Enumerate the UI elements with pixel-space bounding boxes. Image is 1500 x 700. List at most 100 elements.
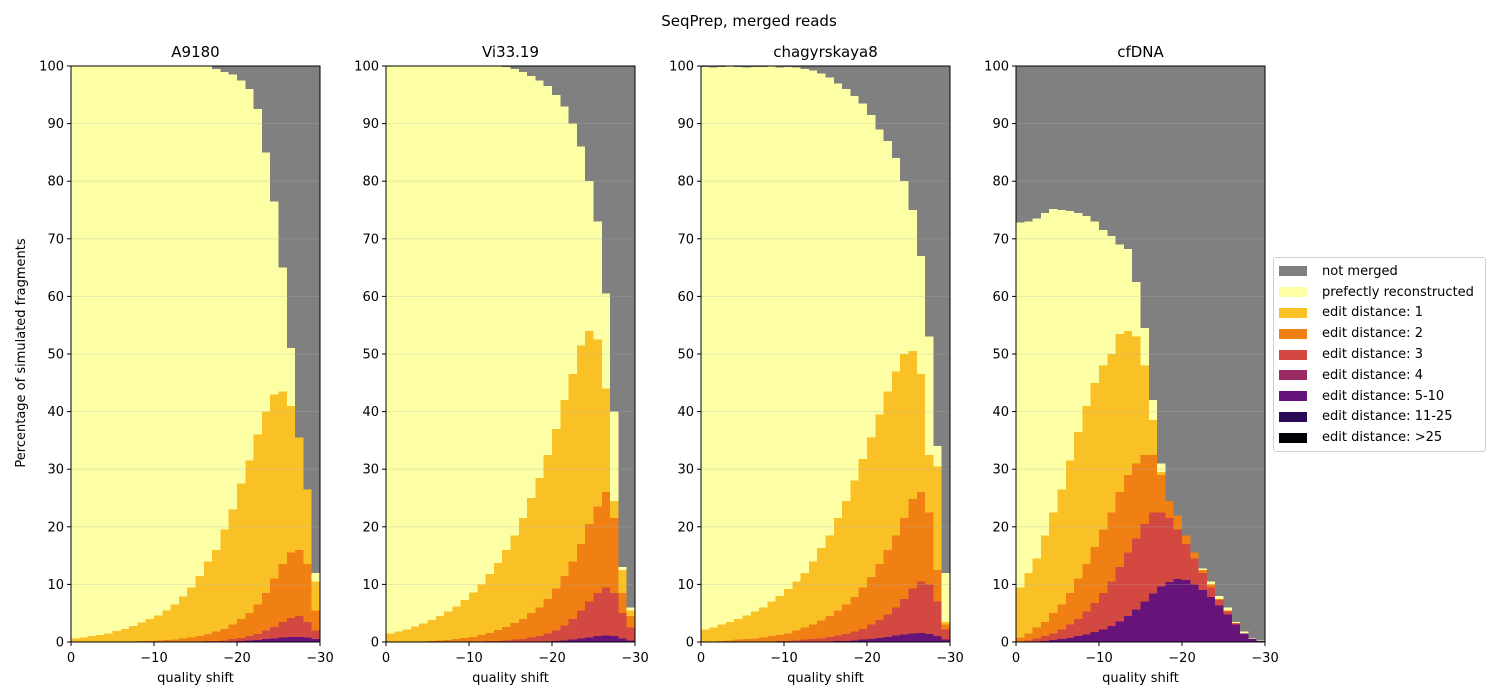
bar-ed1	[1049, 512, 1058, 642]
bar-ed1	[120, 628, 130, 642]
y-tick-label: 70	[362, 232, 379, 247]
x-tick-label: −10	[140, 651, 167, 666]
bar-ed1	[875, 414, 884, 642]
bar-ed5-10	[842, 640, 851, 642]
bar-ed5-10	[1240, 633, 1249, 642]
bar-ed2	[875, 564, 884, 642]
bar-perfect	[137, 66, 146, 642]
bar-ed2	[825, 616, 834, 642]
bar-ed3	[535, 636, 544, 642]
bar-ed5-10	[1248, 639, 1257, 642]
bar-ed1	[883, 391, 892, 642]
bar-ed3	[303, 621, 312, 642]
bar-ed2	[154, 640, 163, 642]
bar-ed2	[1107, 512, 1116, 642]
bar-ed1	[502, 549, 511, 642]
bar-ed2	[444, 639, 453, 642]
bar-ed3	[1057, 629, 1066, 642]
bar-perfect	[510, 68, 519, 642]
legend-item-edit-distance-1: edit distance: 1	[1274, 303, 1485, 324]
bar-ed2	[278, 564, 287, 642]
bar-ed1	[112, 631, 121, 642]
bar-ed5-10	[1157, 586, 1166, 642]
x-tick-label: −20	[538, 651, 565, 666]
y-tick-label: 10	[362, 578, 379, 593]
bar-ed5-10	[311, 639, 320, 642]
bar-ed3	[833, 635, 843, 642]
bar-ed3	[784, 640, 793, 642]
y-tick-label: 20	[47, 520, 64, 535]
bar-perfect	[212, 68, 221, 642]
bar-ed5-10	[593, 636, 602, 642]
legend-item-edit-distance-2: edit distance: 2	[1274, 323, 1485, 344]
x-tick-label: 0	[382, 651, 390, 666]
bar-ed2	[1090, 546, 1099, 642]
legend-label: edit distance: 2	[1322, 326, 1423, 342]
bar-ed1	[867, 437, 876, 642]
bar-ed2	[1074, 578, 1083, 642]
bar-ed1	[535, 477, 544, 642]
bar-ed1	[1099, 365, 1108, 642]
bar-ed3	[925, 584, 934, 642]
bar-ed1	[850, 480, 859, 642]
bar-ed5-10	[941, 639, 950, 642]
bar-ed2	[775, 635, 784, 642]
y-tick-label: 50	[992, 348, 1009, 363]
bar-perfect	[1016, 222, 1025, 642]
bar-perfect	[833, 83, 843, 642]
y-tick-label: 0	[371, 636, 379, 651]
bar-ed3	[518, 638, 528, 642]
bar-ed3	[908, 588, 917, 642]
bar-ed3	[527, 637, 536, 642]
y-tick-label: 50	[47, 348, 64, 363]
x-axis-label: quality shift	[472, 671, 549, 686]
bar-ed5-10	[891, 635, 901, 642]
bar-ed5-10	[303, 637, 312, 642]
bar-ed2	[842, 604, 851, 642]
bar-ed1	[469, 592, 478, 642]
bar-ed2	[527, 613, 536, 642]
bar-ed1	[410, 626, 420, 642]
legend-swatch	[1279, 287, 1307, 298]
legend-label: edit distance: 1	[1322, 305, 1423, 321]
bar-ed3	[1123, 552, 1133, 642]
bar-ed3	[1148, 512, 1158, 642]
bar-ed2	[427, 640, 436, 642]
bar-ed3	[626, 627, 635, 642]
bar-ed5-10	[1049, 639, 1058, 642]
bar-ed2	[585, 523, 594, 642]
bar-ed1	[527, 498, 536, 642]
bar-ed1	[900, 354, 909, 642]
bar-ed3	[1024, 640, 1033, 642]
bar-ed1	[419, 623, 428, 642]
bar-ed5-10	[1057, 639, 1066, 642]
bar-ed2	[800, 627, 809, 642]
bar-ed2	[1082, 564, 1091, 642]
bar-ed3	[1090, 602, 1099, 642]
y-tick-label: 100	[39, 60, 64, 75]
bar-ed1	[560, 400, 569, 642]
bar-ed2	[552, 588, 561, 642]
bar-ed2	[187, 637, 196, 642]
bar-perfect	[543, 86, 552, 642]
bar-ed1	[253, 434, 262, 642]
bar-ed1	[759, 607, 768, 642]
bar-ed5-10	[576, 638, 586, 642]
bar-perfect	[394, 66, 403, 642]
bar-ed1	[444, 611, 453, 642]
y-tick-label: 100	[984, 60, 1009, 75]
bar-ed2	[245, 613, 254, 642]
bar-ed1	[1040, 535, 1050, 642]
bar-ed3	[493, 640, 503, 642]
legend-item-edit-distance-11-25: edit distance: 11-25	[1274, 407, 1485, 428]
bar-ed3	[916, 581, 926, 642]
bar-ed3	[817, 638, 826, 642]
bar-ed3	[1040, 636, 1050, 642]
x-tick-label: −20	[853, 651, 880, 666]
y-tick-label: 30	[992, 463, 1009, 478]
bar-ed2	[518, 618, 528, 642]
bar-perfect	[435, 66, 445, 642]
bar-perfect	[518, 71, 528, 642]
bar-ed5-10	[1148, 593, 1158, 642]
